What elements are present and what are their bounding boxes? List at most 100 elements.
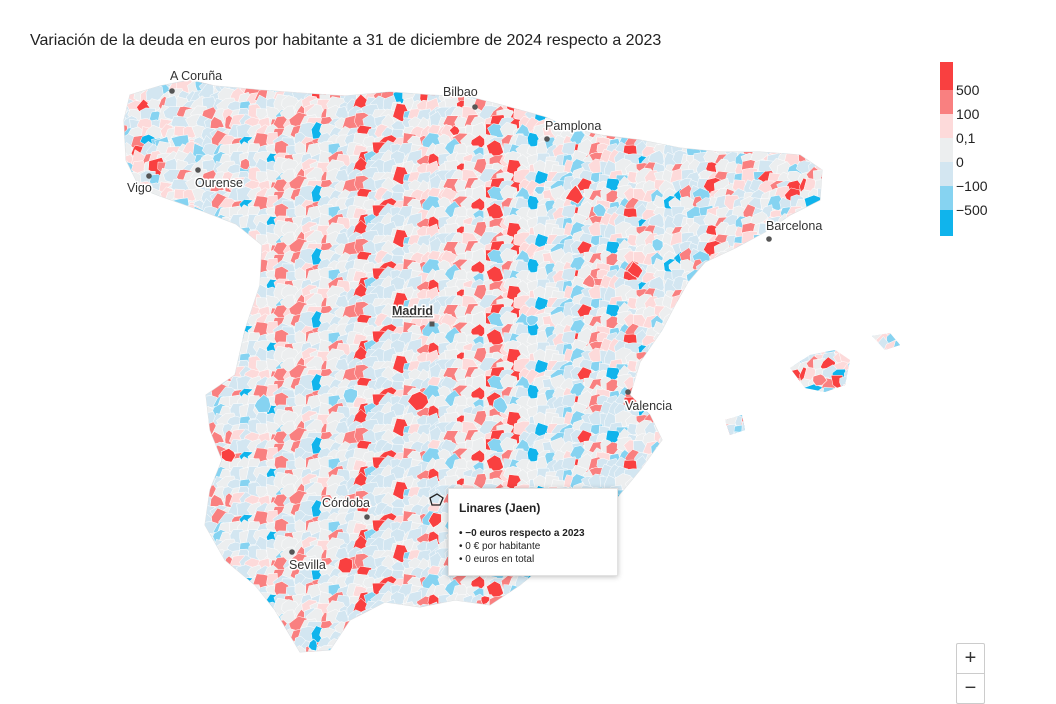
municipality[interactable]	[875, 233, 892, 252]
municipality[interactable]	[625, 540, 640, 553]
municipality[interactable]	[795, 69, 812, 89]
municipality[interactable]	[757, 117, 779, 135]
municipality[interactable]	[757, 306, 779, 324]
municipality[interactable]	[813, 232, 827, 251]
municipality[interactable]	[212, 286, 228, 305]
municipality[interactable]	[706, 520, 722, 542]
municipality[interactable]	[123, 568, 140, 584]
municipality[interactable]	[637, 62, 651, 76]
municipality[interactable]	[145, 269, 161, 284]
municipality[interactable]	[784, 439, 803, 458]
municipality[interactable]	[813, 304, 829, 321]
municipality[interactable]	[875, 311, 891, 330]
municipality[interactable]	[516, 61, 533, 79]
municipality[interactable]	[795, 270, 812, 286]
municipality[interactable]	[766, 383, 786, 401]
municipality[interactable]	[684, 549, 702, 568]
municipality[interactable]	[895, 86, 908, 105]
municipality[interactable]	[185, 555, 202, 572]
municipality[interactable]	[165, 335, 184, 350]
municipality[interactable]	[786, 71, 805, 90]
municipality[interactable]	[201, 253, 216, 269]
municipality[interactable]	[792, 60, 811, 79]
municipality[interactable]	[123, 379, 140, 395]
municipality[interactable]	[831, 431, 848, 448]
municipality[interactable]	[769, 524, 786, 540]
municipality[interactable]	[687, 305, 705, 327]
municipality[interactable]	[722, 497, 737, 510]
municipality[interactable]	[121, 520, 133, 536]
municipality[interactable]	[182, 359, 199, 377]
municipality[interactable]	[872, 348, 894, 369]
municipality[interactable]	[824, 148, 840, 166]
municipality[interactable]	[715, 473, 733, 491]
municipality[interactable]	[789, 509, 806, 526]
municipality[interactable]	[681, 468, 694, 484]
municipality[interactable]	[847, 491, 868, 508]
municipality[interactable]	[141, 342, 157, 355]
municipality[interactable]	[813, 291, 829, 306]
municipality[interactable]	[724, 476, 742, 495]
municipality[interactable]	[217, 342, 235, 360]
municipality[interactable]	[212, 332, 227, 348]
municipality[interactable]	[753, 486, 768, 502]
municipality[interactable]	[847, 230, 866, 249]
municipality[interactable]	[123, 361, 140, 377]
municipality[interactable]	[714, 485, 733, 503]
municipality[interactable]	[495, 80, 513, 97]
municipality[interactable]	[808, 71, 824, 86]
municipality[interactable]	[748, 494, 764, 509]
municipality[interactable]	[872, 159, 894, 180]
municipality[interactable]	[796, 538, 813, 554]
municipality[interactable]	[678, 411, 696, 432]
municipality[interactable]	[123, 487, 140, 503]
municipality[interactable]	[846, 90, 864, 107]
municipality[interactable]	[127, 315, 144, 332]
municipality[interactable]	[820, 477, 838, 495]
municipality[interactable]	[143, 539, 156, 552]
municipality[interactable]	[708, 125, 724, 142]
municipality[interactable]	[708, 503, 724, 520]
municipality[interactable]	[163, 221, 182, 240]
municipality[interactable]	[692, 447, 706, 463]
municipality[interactable]	[148, 276, 166, 292]
municipality[interactable]	[625, 99, 640, 112]
municipality[interactable]	[851, 325, 867, 344]
municipality[interactable]	[687, 368, 705, 390]
municipality[interactable]	[176, 358, 193, 375]
municipality[interactable]	[181, 226, 201, 243]
municipality[interactable]	[170, 323, 190, 341]
municipality[interactable]	[768, 502, 789, 519]
municipality[interactable]	[703, 366, 726, 385]
municipality[interactable]	[209, 252, 231, 269]
municipality[interactable]	[858, 116, 877, 134]
municipality[interactable]	[714, 342, 737, 359]
municipality[interactable]	[875, 119, 893, 136]
municipality[interactable]	[183, 466, 200, 484]
municipality[interactable]	[757, 71, 779, 88]
municipality[interactable]	[817, 403, 833, 419]
municipality[interactable]	[692, 71, 712, 89]
municipality[interactable]	[886, 449, 906, 468]
municipality[interactable]	[150, 560, 164, 575]
municipality[interactable]	[698, 358, 715, 374]
municipality[interactable]	[860, 547, 876, 566]
municipality[interactable]	[724, 461, 739, 473]
municipality[interactable]	[806, 481, 825, 499]
municipality[interactable]	[873, 273, 895, 293]
municipality[interactable]	[894, 272, 907, 287]
municipality[interactable]	[787, 233, 801, 246]
municipality[interactable]	[139, 518, 156, 538]
municipality[interactable]	[887, 242, 904, 260]
municipality[interactable]	[896, 125, 914, 141]
municipality[interactable]	[669, 294, 688, 315]
municipality[interactable]	[635, 545, 656, 565]
municipality[interactable]	[872, 96, 894, 117]
municipality[interactable]	[209, 567, 231, 584]
municipality[interactable]	[145, 206, 161, 221]
municipality[interactable]	[139, 197, 159, 210]
municipality[interactable]	[663, 460, 680, 475]
municipality[interactable]	[802, 429, 820, 447]
municipality[interactable]	[844, 408, 859, 421]
municipality[interactable]	[773, 437, 793, 455]
